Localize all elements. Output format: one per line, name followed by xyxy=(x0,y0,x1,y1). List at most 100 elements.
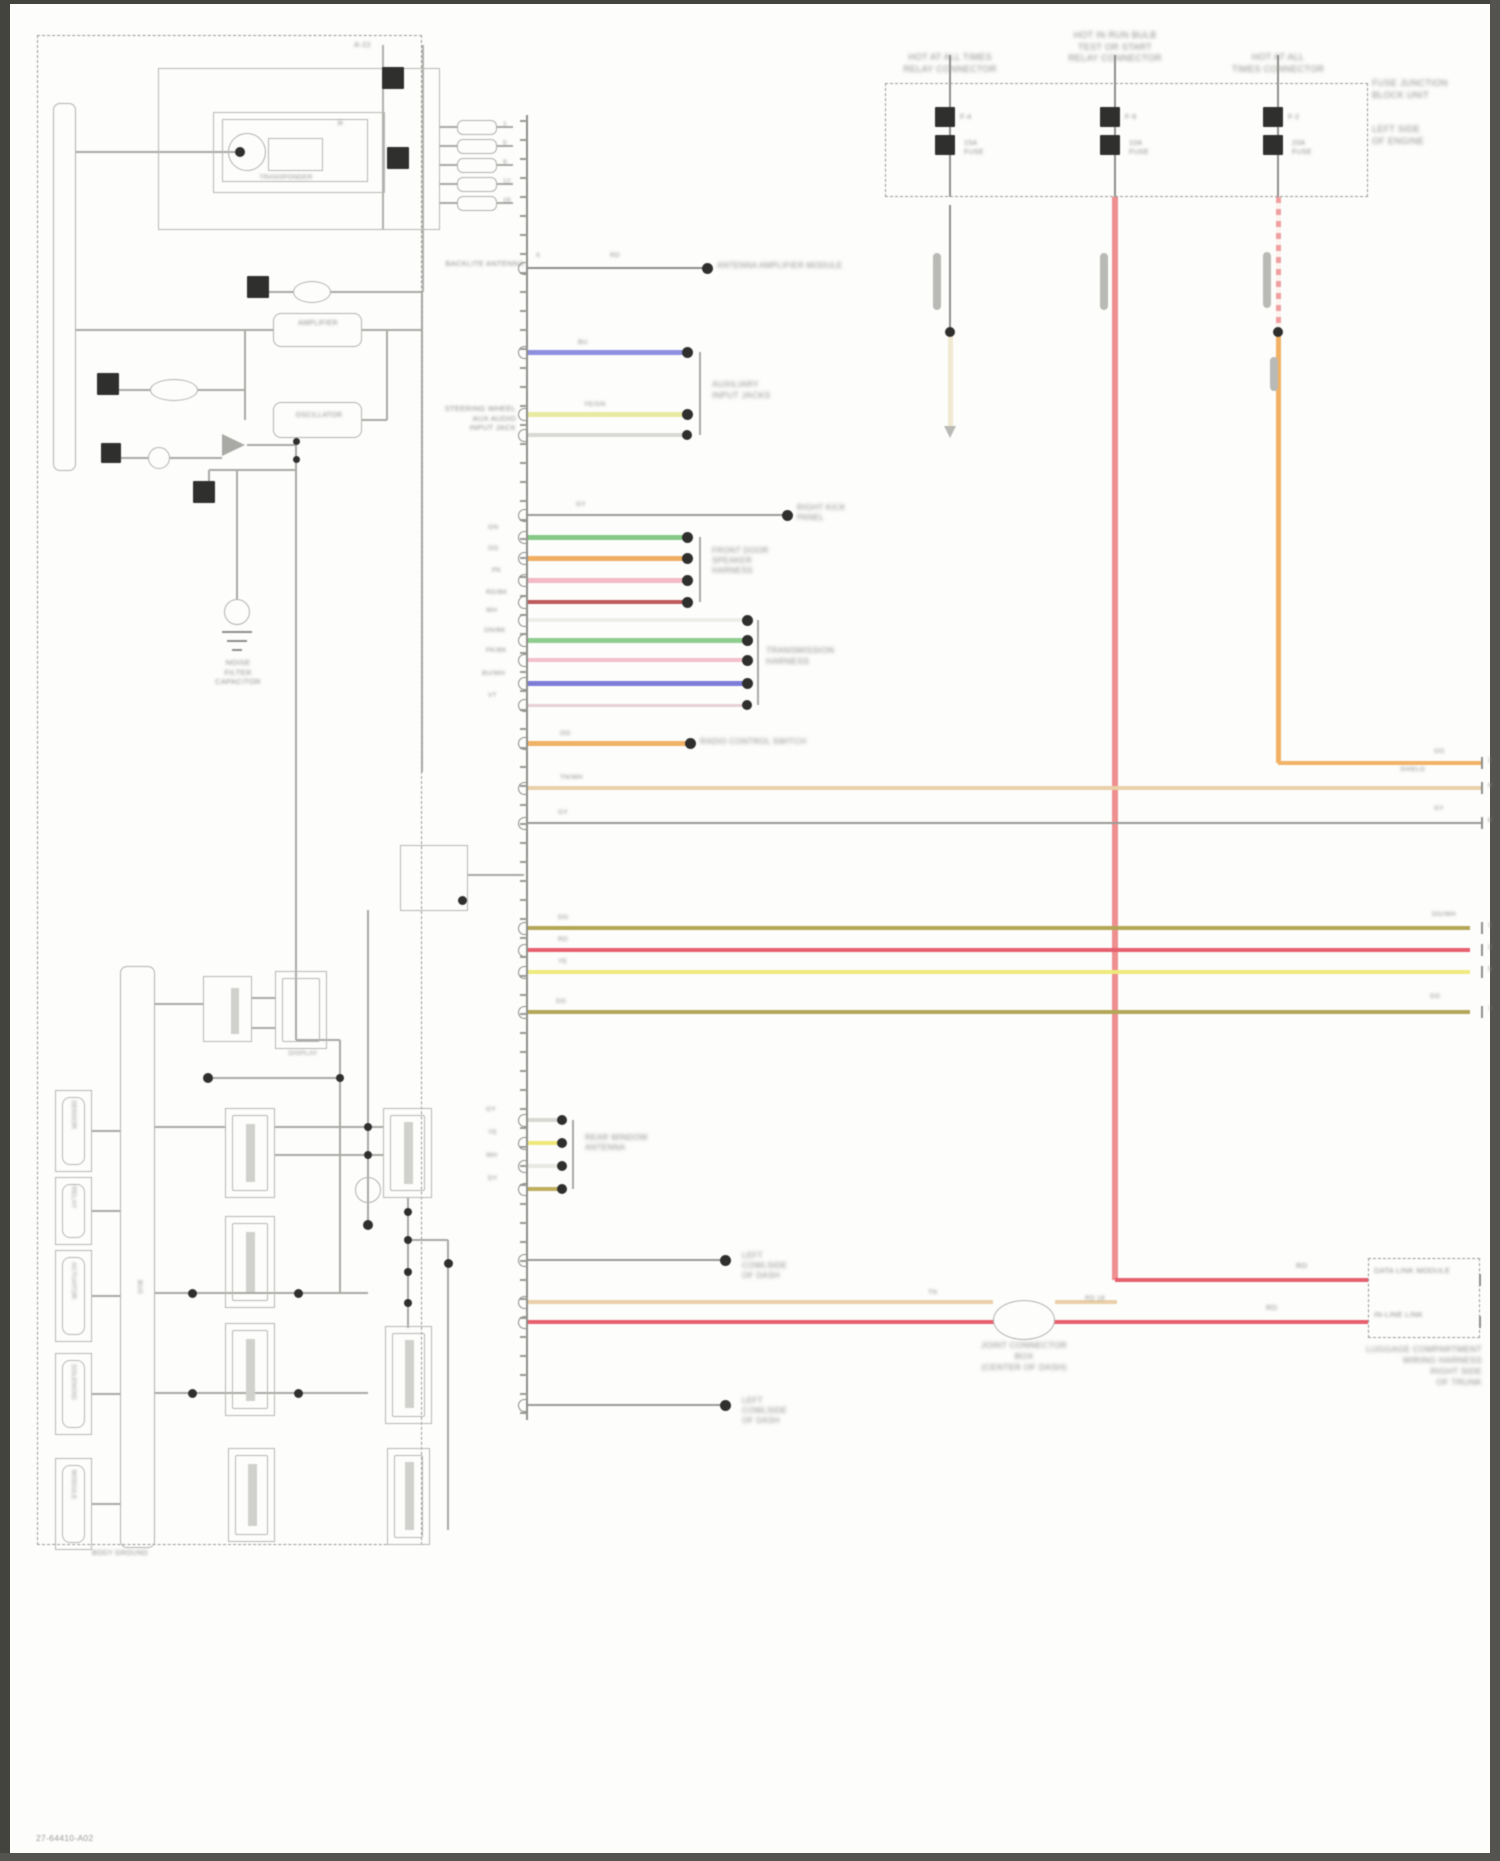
frame-bottom xyxy=(0,1853,1500,1861)
diagram-label: » xyxy=(337,117,344,129)
wire xyxy=(527,1140,562,1146)
triangle-symbol xyxy=(944,426,956,438)
junction-dot xyxy=(292,437,300,445)
part-code: 27-64410-A02 xyxy=(36,1833,94,1843)
strip-tick xyxy=(520,652,527,654)
junction-dot xyxy=(719,1254,731,1266)
noise-choke xyxy=(993,1300,1055,1340)
wire xyxy=(1055,1300,1117,1304)
diagram-label: RELAY xyxy=(70,1186,77,1209)
wire xyxy=(440,183,457,185)
strip-tick xyxy=(520,481,527,483)
wire xyxy=(155,1003,203,1005)
capacitor-circle xyxy=(224,599,250,625)
strip-tick xyxy=(520,1127,527,1129)
strip-tick xyxy=(520,766,527,768)
terminal-tick xyxy=(1481,922,1483,934)
wire xyxy=(527,786,1482,790)
diagram-label: DATA LINK MODULE xyxy=(1374,1266,1451,1275)
diagram-label: ACTUATOR xyxy=(70,1262,77,1300)
junction-dot xyxy=(557,1115,567,1125)
junction-dot xyxy=(719,1399,731,1411)
diagram-label: BODY GROUND xyxy=(92,1550,149,1557)
junction-dot xyxy=(443,1258,453,1268)
diagram-label: 3 xyxy=(1488,944,1492,951)
wire xyxy=(527,349,687,355)
strip-pin xyxy=(518,816,527,830)
left-comp-5 xyxy=(55,1458,92,1550)
diagram-label: 5 xyxy=(503,140,507,147)
mid-comp-3-inner xyxy=(232,1330,268,1409)
diagram-label: SENSOR xyxy=(70,1100,77,1130)
junction-dot xyxy=(781,509,793,521)
diagram-label: IN-LINE LINK xyxy=(1374,1310,1424,1319)
wire xyxy=(527,1118,562,1122)
junction-dot xyxy=(247,276,269,298)
left-comp-2-inner xyxy=(62,1184,85,1238)
terminal-tick xyxy=(1481,1006,1483,1018)
junction-dot xyxy=(1273,327,1283,337)
wire xyxy=(527,433,687,437)
diagram-label: VT xyxy=(488,692,497,699)
junction-dot xyxy=(1100,107,1120,127)
wire xyxy=(440,164,457,166)
wire xyxy=(76,329,422,331)
display-block-inner xyxy=(282,978,320,1042)
strip-tick xyxy=(520,196,527,198)
strip-tick xyxy=(520,1203,527,1205)
strip-pin xyxy=(518,736,527,750)
bar-m3 xyxy=(246,1339,255,1401)
wire xyxy=(92,1503,120,1505)
wire xyxy=(367,910,369,1225)
diagram-label: 1 xyxy=(503,121,507,128)
wire xyxy=(527,1319,1368,1325)
diagram-label: 9 xyxy=(503,159,507,166)
wire xyxy=(947,332,953,428)
strip-tick xyxy=(520,1108,527,1110)
strip-pin xyxy=(518,261,527,275)
strip-tick xyxy=(520,842,527,844)
strip-pin xyxy=(518,508,527,522)
wire xyxy=(757,620,759,705)
strip-tick xyxy=(520,367,527,369)
wire xyxy=(386,330,388,420)
junction-dot xyxy=(557,1161,567,1171)
strip-tick xyxy=(520,120,527,122)
strip-tick xyxy=(520,234,527,236)
strip-pin xyxy=(518,1398,527,1412)
wire xyxy=(155,1126,225,1128)
left-comp-2 xyxy=(55,1177,92,1245)
diagram-label: RD xyxy=(1266,1303,1278,1312)
strip-tick xyxy=(520,424,527,426)
strip-tick xyxy=(520,177,527,179)
bar-e1 xyxy=(231,988,239,1034)
junction-dot xyxy=(203,1073,213,1083)
junction-dot xyxy=(292,455,300,463)
wire xyxy=(527,1164,562,1168)
tuner-assembly xyxy=(158,68,440,230)
wire xyxy=(92,1393,120,1395)
junction-dot xyxy=(404,1299,412,1307)
strip-pin xyxy=(518,1159,527,1173)
tuner-inner xyxy=(213,112,385,193)
main-module-boundary xyxy=(37,35,422,1545)
diagram-label: TRANSPONDER xyxy=(259,174,313,181)
strip-tick xyxy=(520,937,527,939)
wire xyxy=(527,926,1470,930)
diagram-label: RD xyxy=(1296,1261,1308,1270)
diagram-label: NOISE FILTER CAPACITOR xyxy=(215,658,261,687)
ic-block xyxy=(268,138,323,171)
wire xyxy=(1115,1277,1368,1283)
diagram-label: JOINT CONNECTOR BOX (CENTER OF DASH) xyxy=(981,1340,1067,1372)
strip-tick xyxy=(520,1222,527,1224)
junction-dot xyxy=(557,1138,567,1148)
sub-box xyxy=(400,845,468,911)
diagram-label: PK xyxy=(492,567,502,574)
junction-dot xyxy=(187,1288,197,1298)
diagram-label: LEFT COWLSIDE OF DASH xyxy=(742,1396,788,1426)
junction-dot xyxy=(681,408,693,420)
strip-tick xyxy=(520,956,527,958)
wire xyxy=(382,45,384,230)
wire xyxy=(440,145,457,147)
strip-pin xyxy=(518,1005,527,1019)
